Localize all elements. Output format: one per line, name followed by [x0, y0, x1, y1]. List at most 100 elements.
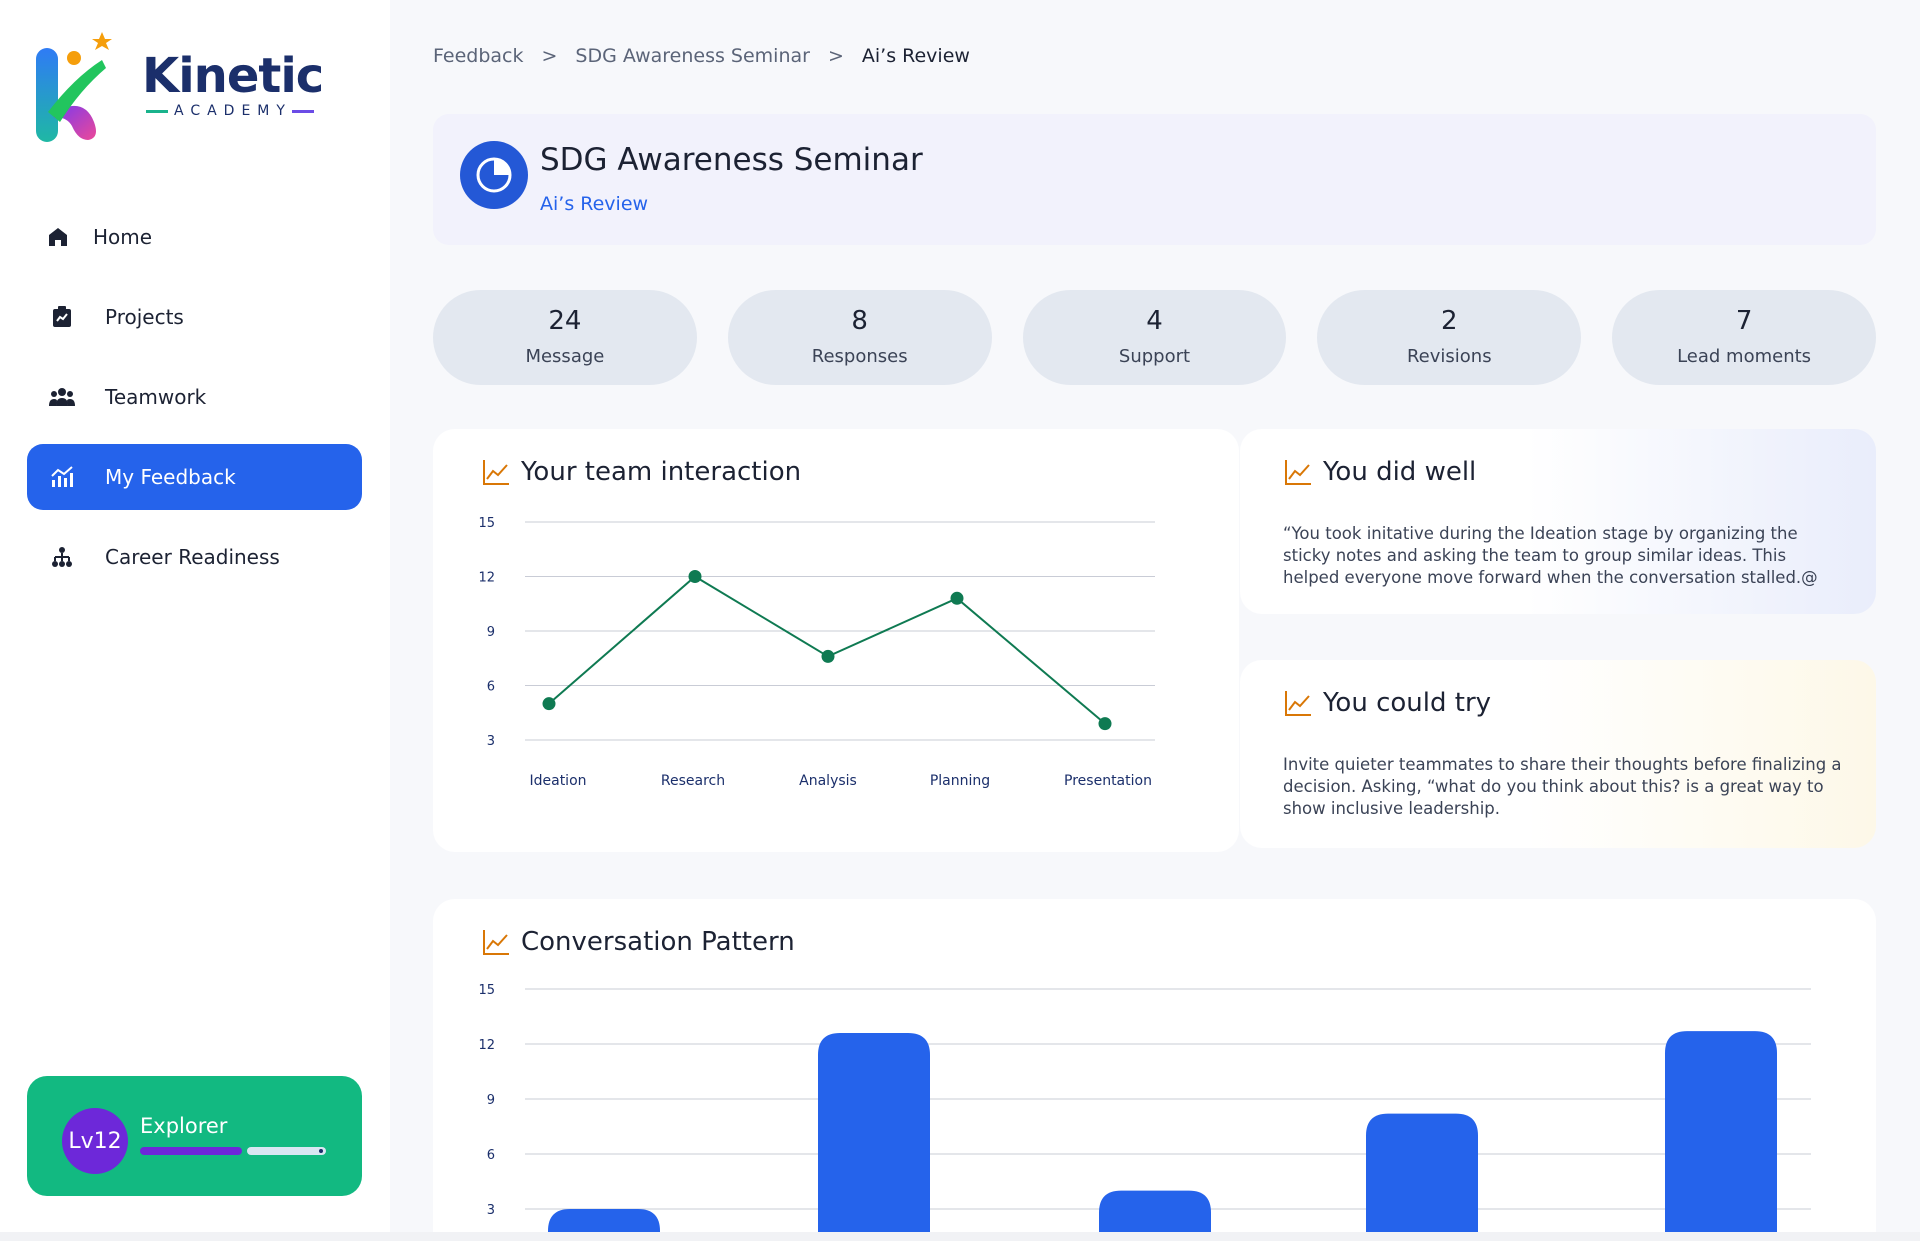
breadcrumb-seminar[interactable]: SDG Awareness Seminar — [575, 45, 810, 67]
team-interaction-title: Your team interaction — [521, 457, 802, 487]
card-title-row: Conversation Pattern — [481, 927, 795, 957]
y-tick-label: 12 — [478, 1038, 495, 1053]
bar — [1366, 1113, 1478, 1241]
hierarchy-icon — [47, 542, 77, 572]
did-well-card: You did well “You took initative during … — [1240, 429, 1876, 614]
stat-pill-support: 4 Support — [1022, 290, 1287, 385]
stat-value: 4 — [1146, 306, 1163, 336]
stat-value: 7 — [1735, 306, 1753, 336]
home-icon — [43, 222, 73, 252]
kinetic-k-icon — [36, 32, 112, 142]
level-progress-fill — [140, 1147, 242, 1155]
bar — [1665, 1031, 1777, 1241]
trend-icon — [1285, 460, 1311, 485]
did-well-title: You did well — [1323, 457, 1477, 487]
brand-subtitle-text: ACADEMY — [174, 103, 292, 119]
sidebar-item-label: Projects — [105, 305, 184, 329]
data-point — [1098, 717, 1112, 731]
sidebar-item-teamwork[interactable]: Teamwork — [27, 364, 362, 430]
sidebar-item-projects[interactable]: Projects — [27, 284, 362, 350]
y-tick-label: 6 — [487, 1148, 495, 1163]
level-progress-bar — [140, 1147, 326, 1155]
data-point — [688, 570, 702, 583]
card-title-row: You could try — [1283, 688, 1491, 718]
brand-logo[interactable]: Kinetic ACADEMY — [34, 30, 334, 145]
team-interaction-line-chart: 3 6 9 12 15 Ideation Research Analysis Planning P… — [478, 516, 1155, 789]
stat-label: Revisions — [1406, 346, 1492, 367]
x-tick-label: Ideation — [529, 773, 586, 789]
stat-pill-message: 24 Message — [433, 290, 697, 385]
page-bottom-edge — [0, 1232, 1920, 1241]
level-progress-remaining — [247, 1147, 326, 1155]
could-try-title: You could try — [1323, 688, 1492, 718]
stat-label: Support — [1118, 346, 1191, 367]
bar — [818, 1033, 930, 1241]
x-tick-label: Analysis — [799, 773, 857, 789]
conversation-pattern-title: Conversation Pattern — [521, 927, 795, 957]
y-tick-label: 3 — [487, 1203, 495, 1218]
y-tick-label: 15 — [478, 516, 495, 531]
team-interaction-card: Your team interaction 3 6 9 12 15 Ideation Res… — [433, 429, 1239, 852]
breadcrumb-feedback[interactable]: Feedback — [433, 45, 524, 67]
page-header: SDG Awareness Seminar Ai’s Review — [433, 114, 1876, 245]
sidebar-item-label: Teamwork — [105, 385, 207, 409]
breadcrumb: Feedback > SDG Awareness Seminar > Ai’s … — [433, 45, 970, 67]
page-title: SDG Awareness Seminar — [540, 142, 923, 178]
conversation-pattern-bar-chart: 3 6 9 12 15 — [478, 983, 1811, 1241]
y-tick-label: 9 — [487, 625, 495, 640]
stat-value: 8 — [851, 306, 868, 336]
stat-label: Message — [525, 346, 605, 367]
data-point — [821, 649, 835, 663]
brand-name: Kinetic — [142, 48, 324, 104]
data-point — [542, 697, 556, 711]
chart-icon — [47, 462, 77, 492]
sidebar: Kinetic ACADEMY Home Projects Teamwork — [0, 0, 390, 1232]
y-tick-label: 6 — [487, 680, 495, 695]
projects-icon — [47, 302, 77, 332]
sidebar-item-label: Career Readiness — [105, 545, 280, 569]
y-tick-label: 15 — [478, 983, 495, 998]
page-subtitle: Ai’s Review — [540, 193, 649, 215]
level-name: Explorer — [140, 1114, 228, 1138]
y-tick-label: 3 — [487, 734, 495, 749]
breadcrumb-separator: > — [827, 45, 844, 67]
x-tick-label: Planning — [930, 773, 990, 789]
sidebar-item-home[interactable]: Home — [27, 204, 362, 270]
stat-value: 2 — [1441, 306, 1458, 336]
stats-row: 24 Message 8 Responses 4 Support 2 Revisions… — [433, 290, 1876, 385]
trend-icon — [1285, 691, 1311, 716]
bar — [1099, 1190, 1211, 1241]
x-tick-label: Presentation — [1064, 773, 1152, 789]
x-tick-label: Research — [661, 773, 725, 789]
stat-value: 24 — [548, 306, 582, 336]
y-tick-label: 9 — [487, 1093, 495, 1108]
breadcrumb-separator: > — [541, 45, 558, 67]
stat-label: Lead moments — [1677, 346, 1812, 367]
stat-pill-lead-moments: 7 Lead moments — [1612, 290, 1876, 385]
brand-subtitle: ACADEMY — [146, 103, 314, 119]
trend-icon — [483, 930, 509, 955]
conversation-pattern-card: Conversation Pattern 3 6 9 12 15 — [433, 899, 1876, 1241]
card-title-row: Your team interaction — [481, 457, 801, 487]
card-title-row: You did well — [1283, 457, 1476, 487]
team-icon — [47, 382, 77, 412]
sidebar-item-label: My Feedback — [105, 465, 236, 489]
pie-chart-icon — [460, 141, 528, 209]
sidebar-item-career-readiness[interactable]: Career Readiness — [27, 524, 362, 590]
trend-icon — [483, 460, 509, 485]
y-tick-label: 12 — [478, 571, 495, 586]
sidebar-item-my-feedback[interactable]: My Feedback — [27, 444, 362, 510]
sidebar-item-label: Home — [93, 225, 153, 249]
level-badge: Lv12 — [62, 1108, 128, 1174]
level-card[interactable]: Lv12 Explorer — [27, 1076, 362, 1196]
stat-label: Responses — [811, 346, 908, 367]
data-point — [950, 591, 964, 605]
breadcrumb-current: Ai’s Review — [861, 45, 970, 67]
stat-pill-revisions: 2 Revisions — [1317, 290, 1582, 385]
level-progress-marker — [319, 1149, 323, 1153]
could-try-text: Invite quieter teammates to share their … — [1283, 755, 1842, 818]
stat-pill-responses: 8 Responses — [727, 290, 992, 385]
did-well-text: “You took initative during the Ideation … — [1283, 524, 1818, 587]
could-try-card: You could try Invite quieter teammates t… — [1240, 660, 1876, 848]
sidebar-nav: Home Projects Teamwork My Feedback Caree… — [27, 204, 362, 604]
